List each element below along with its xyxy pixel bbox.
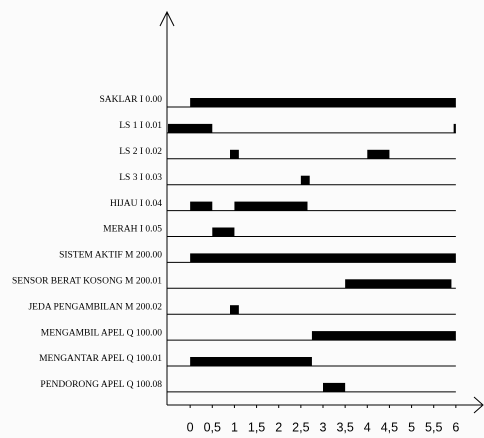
x-tick-label: 2	[275, 420, 282, 434]
x-tick-label: 0,5	[204, 420, 221, 434]
background	[0, 0, 484, 438]
signal-bar	[168, 124, 212, 133]
x-tick-label: 1,5	[248, 420, 265, 434]
row-label: JEDA PENGAMBILAN M 200.02	[28, 302, 162, 312]
signal-bar	[312, 331, 456, 340]
row-label: LS 2 I 0.02	[119, 147, 162, 157]
row-label: MENGANTAR APEL Q 100.01	[39, 354, 162, 364]
signal-bar	[454, 124, 456, 133]
x-tick-label: 3	[320, 420, 327, 434]
chart: 0 0,5 1 1,5 2 2,5 3 3,5 4 4,5 5 5,5 6 SAKLAR I 0.00 LS…	[0, 0, 484, 438]
signal-bar	[234, 202, 307, 211]
x-tick-label: 2,5	[292, 420, 309, 434]
x-tick-label: 3,5	[336, 420, 353, 434]
signal-bar	[212, 228, 234, 237]
x-tick-label: 1	[231, 420, 238, 434]
row-label: HIJAU I 0.04	[110, 199, 162, 209]
signal-bar	[323, 383, 345, 392]
signal-bar	[190, 253, 456, 262]
signal-bar	[367, 150, 389, 159]
row-label: SAKLAR I 0.00	[99, 95, 162, 105]
row-label: PENDORONG APEL Q 100.08	[40, 380, 162, 390]
signal-bar	[190, 202, 212, 211]
x-tick-label: 5	[408, 420, 415, 434]
row-label: LS 3 I 0.03	[119, 173, 162, 183]
row-label: LS 1 I 0.01	[119, 121, 162, 131]
x-tick-label: 0	[187, 420, 194, 434]
signal-bar	[230, 150, 239, 159]
row-label: SISTEM AKTIF M 200.00	[59, 251, 162, 261]
signal-bar	[301, 176, 310, 185]
signal-bar	[230, 305, 239, 314]
signal-bar	[190, 98, 456, 107]
x-tick-label: 4,5	[381, 420, 398, 434]
row-label: MERAH I 0.05	[103, 225, 162, 235]
x-tick-label: 6	[452, 420, 459, 434]
row-label: SENSOR BERAT KOSONG M 200.01	[12, 276, 162, 286]
signal-bar	[190, 357, 312, 366]
row-label: MENGAMBIL APEL Q 100.00	[41, 328, 162, 338]
x-tick-label: 5,5	[425, 420, 442, 434]
x-tick-label: 4	[364, 420, 371, 434]
signal-bar	[345, 279, 451, 288]
